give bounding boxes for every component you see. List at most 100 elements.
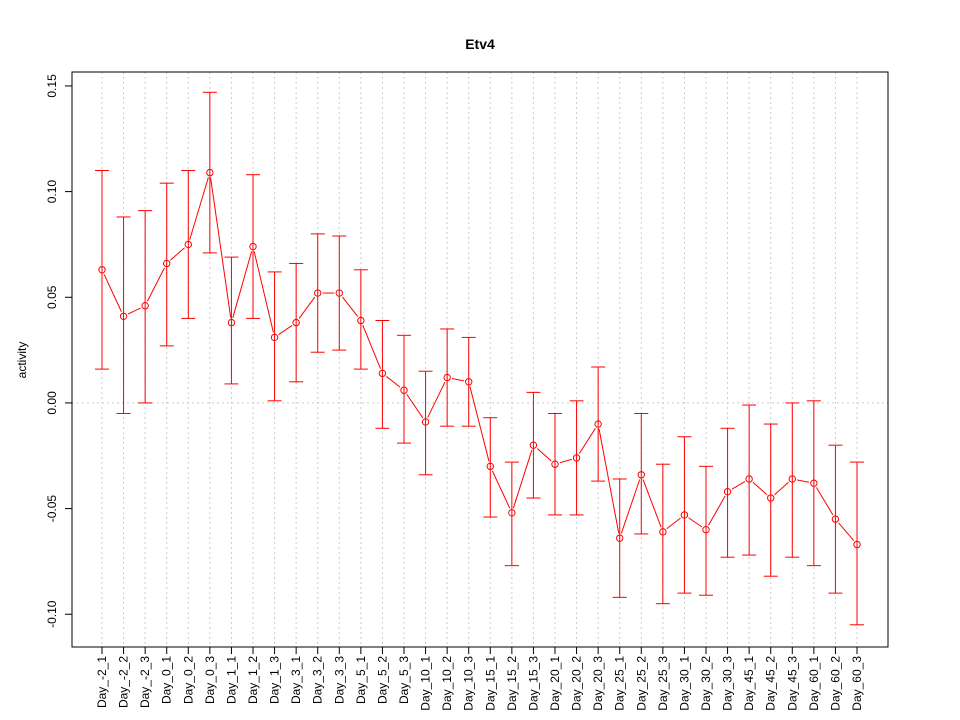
x-tick-label: Day_15_3 [526, 656, 540, 711]
series-segment [512, 449, 533, 509]
series-segment [189, 177, 209, 240]
y-tick-label: -0.05 [45, 495, 59, 523]
x-tick-label: Day_30_2 [699, 656, 713, 711]
x-tick-label: Day_60_1 [807, 656, 821, 711]
x-tick-label: Day_45_2 [764, 656, 778, 711]
series-segment [170, 247, 185, 261]
data-point [292, 318, 300, 327]
x-tick-label: Day_-2_1 [95, 656, 109, 708]
series-segment [386, 376, 401, 388]
data-point [227, 318, 236, 327]
data-point [357, 316, 365, 325]
data-point [443, 373, 451, 382]
series-segment [253, 251, 274, 333]
data-point [249, 242, 257, 251]
data-point [270, 333, 279, 342]
data-point [788, 475, 796, 483]
x-tick-label: Day_30_1 [677, 656, 691, 711]
y-tick-label: 0.10 [45, 180, 59, 204]
data-point [680, 511, 689, 519]
x-tick-label: Day_10_1 [419, 656, 433, 711]
x-tick-label: Day_20_2 [570, 656, 584, 711]
data-point [616, 534, 624, 542]
series-segment [451, 378, 464, 382]
y-tick-label: 0.15 [45, 74, 59, 98]
series-segment [232, 251, 253, 318]
series-segment [427, 381, 446, 418]
x-tick-label: Day_15_2 [505, 656, 519, 711]
data-point [659, 528, 667, 536]
x-tick-label: Day_3_1 [289, 656, 303, 704]
series-segment [298, 296, 316, 319]
y-tick-label: 0.05 [45, 285, 59, 309]
series-segment [774, 481, 789, 496]
series-segment [127, 307, 141, 315]
data-point [465, 378, 473, 386]
data-point [551, 460, 559, 468]
series-segment [731, 481, 746, 490]
x-axis: Day_-2_1 Day_-2_2 Day_-2_3 Day_0_1 Day_0_2 Da… [95, 646, 864, 711]
data-point [637, 471, 645, 479]
data-point [594, 420, 602, 428]
x-tick-label: Day_60_3 [850, 656, 864, 711]
series-segment [620, 479, 641, 534]
x-tick-label: Day_0_1 [160, 656, 174, 704]
data-point [335, 289, 343, 297]
data-point [98, 266, 106, 274]
grid [72, 72, 888, 647]
x-tick-label: Day_3_3 [332, 656, 346, 704]
data-point [723, 487, 732, 496]
data-point [163, 259, 171, 268]
x-tick-label: Day_1_2 [246, 656, 260, 704]
x-tick-label: Day_0_2 [181, 656, 195, 704]
y-tick-label: 0.00 [45, 391, 59, 415]
series-segment [666, 517, 681, 530]
chart-title: Etv4 [465, 36, 495, 52]
data-point [400, 386, 408, 394]
series-segment [559, 458, 572, 464]
x-tick-label: Day_0_3 [203, 656, 217, 704]
data-point [853, 540, 861, 549]
data-point [119, 312, 128, 320]
series-segment [341, 296, 359, 317]
data-point [529, 441, 538, 449]
series-segment [146, 267, 165, 302]
series-segment [708, 495, 726, 526]
data-point [810, 479, 818, 487]
series-segment [816, 487, 834, 516]
series-marks [95, 91, 864, 626]
x-tick-label: Day_25_2 [634, 656, 648, 711]
series-segment [278, 325, 293, 336]
data-point [831, 515, 840, 523]
x-tick-label: Day_10_3 [462, 656, 476, 711]
data-point [767, 494, 775, 502]
data-point [184, 240, 192, 249]
x-tick-label: Day_5_1 [354, 656, 368, 704]
x-tick-label: Day_15_1 [483, 656, 497, 711]
data-point [206, 168, 214, 177]
series-segment [838, 522, 855, 542]
x-tick-label: Day_1_1 [224, 656, 238, 704]
series-segment [578, 428, 596, 454]
x-tick-label: Day_20_1 [548, 656, 562, 711]
series-segment [642, 479, 662, 528]
y-tick-label: -0.10 [45, 600, 59, 628]
series-segment [103, 274, 122, 312]
series-segment [469, 386, 490, 462]
data-point [378, 369, 387, 378]
series-segment [210, 177, 232, 318]
data-point [486, 462, 494, 471]
x-tick-label: Day_5_2 [375, 656, 389, 704]
x-tick-label: Day_45_3 [785, 656, 799, 711]
data-point [314, 289, 322, 297]
x-tick-label: Day_-2_2 [117, 656, 131, 708]
y-axis-label: activity [15, 342, 29, 379]
data-point [572, 454, 581, 462]
series-segment [406, 394, 424, 419]
series-segment [362, 324, 382, 369]
x-tick-label: Day_1_3 [268, 656, 282, 704]
series-segment [752, 481, 768, 496]
x-tick-label: Day_45_1 [742, 656, 756, 711]
data-point [508, 509, 516, 517]
